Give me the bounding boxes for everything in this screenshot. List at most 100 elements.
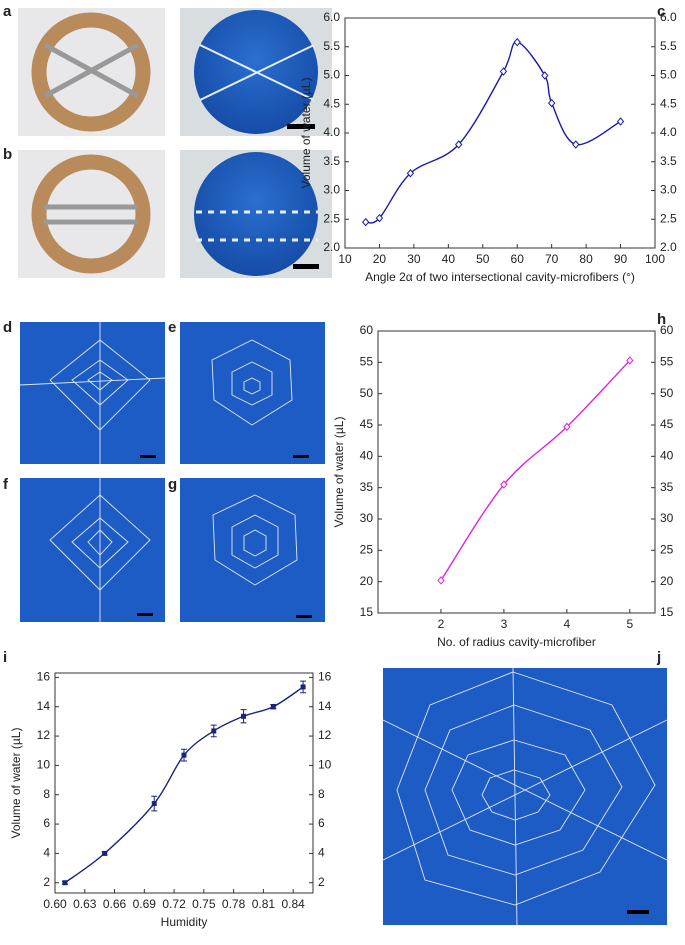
x-tick-label: 30 xyxy=(407,252,421,266)
plot-frame xyxy=(54,672,314,894)
x-tick-label: 0.84 xyxy=(281,897,305,911)
x-tick-label: 2 xyxy=(438,617,445,631)
photo-a xyxy=(180,8,332,136)
marker xyxy=(500,480,508,489)
marker xyxy=(563,422,571,432)
y2-tick-label: 25 xyxy=(660,543,674,557)
y2-tick-label: 6 xyxy=(318,816,325,830)
y2-tick-label: 15 xyxy=(660,605,674,619)
marker xyxy=(406,168,415,178)
panel-label: b xyxy=(3,146,12,163)
y-tick-label: 10 xyxy=(37,758,51,772)
x-axis-title: Angle 2α of two intersectional cavity-mi… xyxy=(365,270,635,284)
y-tick-label: 4.5 xyxy=(323,96,340,110)
x-axis-title: Humidity xyxy=(161,915,208,929)
x-tick-label: 0.75 xyxy=(192,897,216,911)
y2-tick-label: 4.5 xyxy=(660,96,677,110)
render-b xyxy=(18,150,165,278)
marker xyxy=(211,728,217,734)
y2-tick-label: 40 xyxy=(660,449,674,463)
y2-tick-label: 2.0 xyxy=(660,240,677,254)
y2-tick-label: 2.5 xyxy=(660,211,677,225)
y2-tick-label: 60 xyxy=(660,323,674,337)
marker xyxy=(151,801,157,807)
photo-f xyxy=(20,478,165,622)
y2-tick-label: 55 xyxy=(660,355,674,369)
panel-label: e xyxy=(168,319,176,336)
y-tick-label: 3.5 xyxy=(323,154,340,168)
marker xyxy=(626,356,634,365)
marker xyxy=(300,684,306,690)
marker xyxy=(499,67,508,76)
y-tick-label: 8 xyxy=(43,787,50,801)
panel-label: j xyxy=(656,649,661,666)
y-tick-label: 15 xyxy=(360,605,374,619)
y-axis-title: Volume of water (µL) xyxy=(332,417,346,528)
x-tick-label: 5 xyxy=(626,617,633,631)
y2-tick-label: 3.0 xyxy=(660,183,677,197)
x-tick-label: 50 xyxy=(476,252,490,266)
marker xyxy=(513,37,521,47)
y2-tick-label: 6.0 xyxy=(660,10,677,24)
photo-b xyxy=(180,150,332,278)
plot-frame xyxy=(377,330,656,614)
y-tick-label: 40 xyxy=(360,449,374,463)
y2-tick-label: 30 xyxy=(660,511,674,525)
panel-label: g xyxy=(168,476,177,493)
photo-j xyxy=(382,667,668,926)
x-tick-label: 0.69 xyxy=(133,897,157,911)
y-axis-title: Volume of water (µL) xyxy=(9,728,23,839)
x-tick-label: 10 xyxy=(338,252,352,266)
y-tick-label: 6 xyxy=(43,816,50,830)
x-tick-label: 20 xyxy=(373,252,387,266)
marker xyxy=(362,217,370,227)
marker xyxy=(181,752,187,758)
curve xyxy=(440,359,631,581)
y-tick-label: 6.0 xyxy=(323,10,340,24)
y-tick-label: 35 xyxy=(360,480,374,494)
y-tick-label: 2.5 xyxy=(323,211,340,225)
y-tick-label: 14 xyxy=(37,699,51,713)
marker xyxy=(62,880,68,886)
panel-label: d xyxy=(3,319,12,336)
y2-tick-label: 5.5 xyxy=(660,39,677,53)
panel-label: h xyxy=(657,311,666,328)
y-tick-label: 2 xyxy=(43,875,50,889)
marker xyxy=(437,576,445,585)
y2-tick-label: 12 xyxy=(318,728,332,742)
y-tick-label: 16 xyxy=(37,670,51,684)
y2-tick-label: 10 xyxy=(318,758,332,772)
panel-label: a xyxy=(3,3,12,20)
marker xyxy=(375,213,384,223)
marker xyxy=(572,140,580,149)
marker xyxy=(241,713,247,719)
x-tick-label: 60 xyxy=(511,252,525,266)
y-tick-label: 45 xyxy=(360,417,374,431)
x-tick-label: 90 xyxy=(614,252,628,266)
y-tick-label: 12 xyxy=(37,728,51,742)
y-tick-label: 4 xyxy=(43,846,50,860)
marker xyxy=(548,98,556,108)
y2-tick-label: 35 xyxy=(660,480,674,494)
y-tick-label: 55 xyxy=(360,355,374,369)
curve xyxy=(64,686,304,884)
y-tick-label: 4.0 xyxy=(323,125,340,139)
x-tick-label: 100 xyxy=(645,252,665,266)
y2-tick-label: 4 xyxy=(318,846,325,860)
plot-frame xyxy=(344,17,656,249)
y-tick-label: 3.0 xyxy=(323,183,340,197)
photo-e xyxy=(180,322,325,464)
y-axis-title: Volume of water (µL) xyxy=(299,78,313,189)
y2-tick-label: 4.0 xyxy=(660,125,677,139)
y-tick-label: 25 xyxy=(360,543,374,557)
x-tick-label: 0.63 xyxy=(73,897,97,911)
x-tick-label: 0.72 xyxy=(162,897,186,911)
x-tick-label: 40 xyxy=(442,252,456,266)
y2-tick-label: 14 xyxy=(318,699,332,713)
panel-label: c xyxy=(657,3,665,20)
panel-label: i xyxy=(3,649,7,666)
x-tick-label: 80 xyxy=(579,252,593,266)
photo-g xyxy=(180,478,325,622)
y2-tick-label: 20 xyxy=(660,574,674,588)
